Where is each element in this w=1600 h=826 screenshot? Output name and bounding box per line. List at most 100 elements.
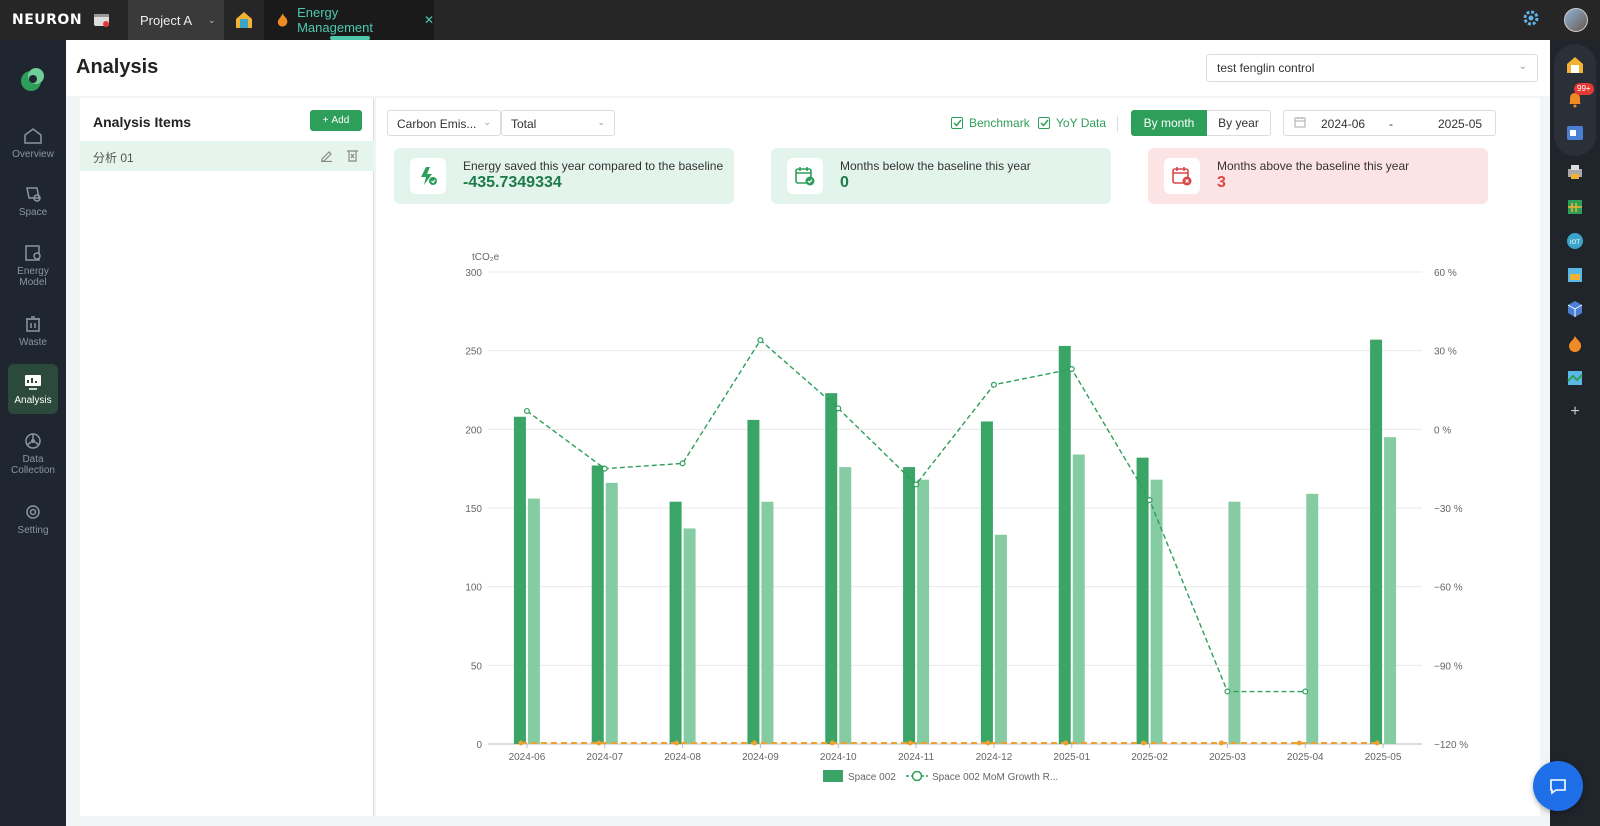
by-year-toggle[interactable]: By year xyxy=(1207,110,1271,136)
x-tick-label: 2025‑04 xyxy=(1287,752,1324,763)
notification-badge: 99+ xyxy=(1574,83,1594,95)
sidebar-item-space[interactable]: Space xyxy=(8,176,58,226)
scope-select-value: Total xyxy=(511,117,537,131)
delete-icon[interactable] xyxy=(346,149,359,165)
energy-model-icon xyxy=(25,245,41,261)
card-label: Months below the baseline this year xyxy=(840,159,1031,173)
mom-growth-point xyxy=(757,337,764,344)
card-label: Energy saved this year compared to the b… xyxy=(463,159,724,173)
benchmark-checkbox[interactable]: Benchmark xyxy=(951,116,1030,130)
sidebar-item-energy-model[interactable]: Energy Model xyxy=(8,234,58,298)
sidebar-item-waste[interactable]: Waste xyxy=(8,306,58,356)
date-start[interactable]: 2024-06 xyxy=(1321,117,1366,131)
date-end[interactable]: 2025-05 xyxy=(1438,117,1483,131)
bar-space-002 xyxy=(747,419,760,744)
y-tick-label: 100 xyxy=(465,583,482,594)
calendar-check-icon xyxy=(787,158,823,194)
bar-comparison xyxy=(839,467,852,744)
spreadsheet-app-icon[interactable] xyxy=(1563,195,1587,219)
y-tick-label: 250 xyxy=(465,347,482,358)
left-sidebar: Overview Space Energy Model Waste Analys… xyxy=(0,40,66,826)
checkbox-checked-icon xyxy=(951,117,963,129)
baseline-point xyxy=(518,740,524,746)
gear-icon[interactable] xyxy=(1522,9,1540,32)
chat-button[interactable] xyxy=(1533,761,1583,811)
chevron-down-icon: ⌄ xyxy=(597,117,605,127)
iot-app-icon[interactable]: IOT xyxy=(1563,229,1587,253)
main-area: Analysis test fenglin control ⌄ Analysis… xyxy=(66,40,1550,826)
scope-select[interactable]: Total ⌄ xyxy=(501,110,615,136)
mom-growth-point xyxy=(679,460,686,467)
y2-tick-label: 60 % xyxy=(1434,268,1457,279)
bar-space-002 xyxy=(903,467,916,744)
bar-comparison xyxy=(1228,501,1241,744)
id-card-app-icon[interactable] xyxy=(1563,121,1587,145)
add-button-label: Add xyxy=(331,115,350,126)
sidebar-item-label: Analysis xyxy=(14,394,52,406)
x-tick-label: 2025‑03 xyxy=(1209,752,1246,763)
home-app-icon[interactable] xyxy=(224,0,264,40)
bar-space-002 xyxy=(980,421,993,744)
project-switcher[interactable]: Project A ⌄ xyxy=(128,0,224,40)
baseline-point xyxy=(1296,740,1302,746)
sidebar-item-label: Waste xyxy=(19,336,47,348)
space-select-value: test fenglin control xyxy=(1217,61,1315,75)
yoy-checkbox[interactable]: YoY Data xyxy=(1038,116,1106,130)
by-month-toggle[interactable]: By month xyxy=(1131,110,1207,136)
app-logo-icon[interactable] xyxy=(0,40,66,118)
checkbox-checked-icon xyxy=(1038,117,1050,129)
close-icon[interactable]: ✕ xyxy=(423,13,434,27)
analysis-item-label: 分析 01 xyxy=(93,151,134,165)
y2-tick-label: −120 % xyxy=(1434,740,1468,751)
metric-select[interactable]: Carbon Emis... ⌄ xyxy=(387,110,501,136)
sidebar-item-overview[interactable]: Overview xyxy=(8,118,58,168)
home-app-icon[interactable] xyxy=(1563,53,1587,77)
add-analysis-button[interactable]: + Add xyxy=(310,110,362,131)
flame-icon[interactable] xyxy=(1563,332,1587,356)
bolt-icon xyxy=(410,158,446,194)
bar-comparison xyxy=(683,528,696,744)
board-app-icon[interactable] xyxy=(1563,263,1587,287)
edit-icon[interactable] xyxy=(320,149,333,165)
bar-space-002 xyxy=(1370,339,1383,744)
tab-energy-management[interactable]: Energy Management ✕ xyxy=(264,0,434,40)
baseline-point xyxy=(674,740,680,746)
y2-tick-label: 30 % xyxy=(1434,347,1457,358)
cube-app-icon[interactable] xyxy=(1563,297,1587,321)
baseline-point xyxy=(596,740,602,746)
x-tick-label: 2024‑08 xyxy=(664,752,701,763)
project-name: Project A xyxy=(140,12,193,28)
bell-icon[interactable] xyxy=(1563,87,1587,111)
neuron-logo[interactable]: NEURON xyxy=(12,12,83,28)
tab-label: Energy Management xyxy=(297,5,373,35)
add-app-icon[interactable]: + xyxy=(1570,403,1580,420)
baseline-point xyxy=(985,740,991,746)
energy-saved-card: Energy saved this year compared to the b… xyxy=(394,148,734,204)
card-label: Months above the baseline this year xyxy=(1217,159,1410,173)
sidebar-item-label: Energy Model xyxy=(17,266,49,288)
legend-swatch-bar xyxy=(823,770,843,782)
calendar-icon xyxy=(1294,116,1306,131)
mom-growth-point xyxy=(1224,688,1231,695)
list-item[interactable]: 分析 01 xyxy=(80,141,374,171)
bar-comparison xyxy=(1306,493,1319,744)
sidebar-item-setting[interactable]: Setting xyxy=(8,494,58,544)
calendar-app-icon[interactable] xyxy=(76,0,128,40)
divider xyxy=(1117,116,1118,132)
date-range-picker[interactable]: 2024-06 - 2025-05 xyxy=(1283,110,1496,136)
space-select[interactable]: test fenglin control ⌄ xyxy=(1206,54,1538,82)
bar-comparison xyxy=(761,501,774,744)
baseline-point xyxy=(1374,740,1380,746)
baseline-point xyxy=(1141,740,1147,746)
map-app-icon[interactable] xyxy=(1563,366,1587,390)
analysis-icon xyxy=(25,374,41,390)
yoy-label: YoY Data xyxy=(1056,116,1107,130)
sidebar-item-analysis[interactable]: Analysis xyxy=(8,364,58,414)
avatar[interactable] xyxy=(1564,8,1588,32)
baseline-point xyxy=(907,740,913,746)
benchmark-label: Benchmark xyxy=(969,116,1030,130)
y2-tick-label: 0 % xyxy=(1434,425,1451,436)
printer-app-icon[interactable] xyxy=(1563,160,1587,184)
sidebar-item-data-collection[interactable]: Data Collection xyxy=(8,422,58,486)
card-value: 0 xyxy=(840,174,849,191)
